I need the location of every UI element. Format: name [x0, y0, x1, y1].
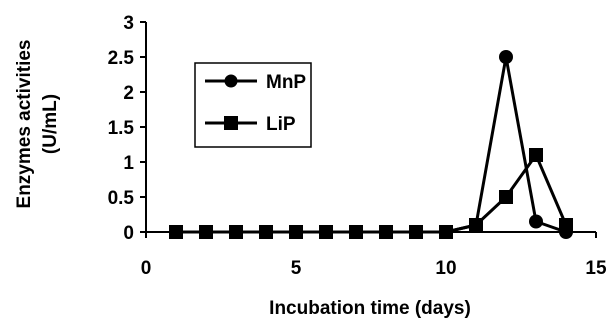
x-tick-label: 15 — [585, 258, 607, 279]
data-point-lip — [229, 225, 243, 239]
y-axis-label-line2: (U/mL) — [40, 94, 61, 154]
data-point-lip — [469, 218, 483, 232]
axis-ticks: 0 0.5 1 1.5 2 2.5 3 0 5 10 15 — [108, 13, 607, 279]
data-point-lip — [499, 190, 513, 204]
y-axis-label-line1: Enzymes activities — [14, 40, 35, 209]
y-tick-label: 1.5 — [108, 118, 135, 139]
data-point-lip — [199, 225, 213, 239]
legend-box — [194, 62, 312, 148]
y-tick-label: 0.5 — [108, 188, 135, 209]
data-point-mnp — [499, 50, 513, 64]
legend-lip-label: LiP — [266, 114, 296, 135]
legend: MnP LiP — [194, 62, 312, 148]
data-point-lip — [409, 225, 423, 239]
series-layer — [169, 50, 573, 239]
x-tick-label: 0 — [141, 258, 152, 279]
data-point-lip — [349, 225, 363, 239]
x-axis-label: Incubation time (days) — [269, 298, 471, 319]
data-point-lip — [559, 218, 573, 232]
data-point-mnp — [529, 214, 543, 229]
x-tick-label: 5 — [291, 258, 302, 279]
data-point-lip — [379, 225, 393, 239]
y-tick-label: 2.5 — [108, 48, 135, 69]
data-point-lip — [319, 225, 333, 239]
x-tick-label: 10 — [435, 258, 456, 279]
data-point-lip — [169, 225, 183, 239]
data-point-lip — [529, 148, 543, 162]
legend-mnp-marker — [224, 74, 238, 88]
y-tick-label: 0 — [123, 223, 134, 244]
y-tick-label: 3 — [123, 13, 134, 34]
data-point-lip — [259, 225, 273, 239]
y-tick-label: 2 — [123, 83, 134, 104]
data-point-lip — [289, 225, 303, 239]
legend-lip-marker — [224, 116, 238, 130]
y-tick-label: 1 — [123, 153, 134, 174]
legend-mnp-label: MnP — [266, 72, 306, 93]
data-point-lip — [439, 225, 453, 239]
